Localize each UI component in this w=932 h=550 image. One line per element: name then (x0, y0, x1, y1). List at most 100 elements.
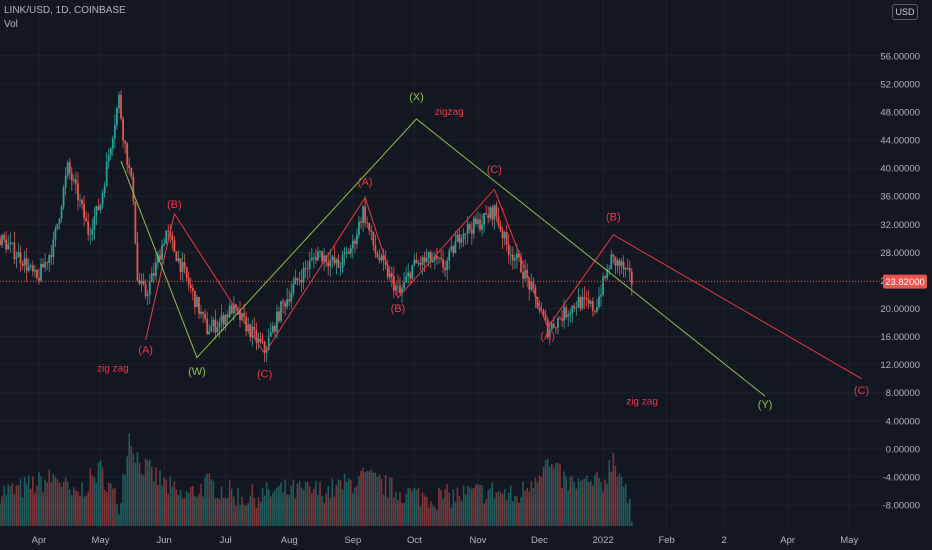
candle-body (337, 259, 340, 268)
volume-indicator-label[interactable]: Vol (4, 19, 18, 30)
candle-body (54, 229, 57, 240)
volume-bar (567, 490, 570, 527)
volume-bar (440, 490, 442, 527)
time-tick-label: 2022 (593, 535, 614, 546)
candle-body (606, 269, 609, 279)
candle-body (312, 257, 315, 259)
volume-bar (274, 490, 276, 527)
volume-bar (222, 497, 225, 527)
currency-button[interactable]: USD (892, 4, 918, 20)
candle-body (0, 238, 1, 246)
price-tick-label: 32.00000 (880, 220, 920, 231)
time-tick-label: Feb (658, 535, 674, 546)
candle-body (91, 229, 94, 234)
volume-bar (253, 498, 256, 527)
price-tick-label: 12.00000 (880, 360, 920, 371)
candle-body (1, 234, 3, 246)
candle-body (171, 235, 174, 241)
candle-body (372, 231, 375, 246)
symbol-title[interactable]: LINK/USD, 1D, COINBASE (4, 5, 126, 16)
volume-bar (485, 499, 487, 527)
candle-body (565, 307, 568, 318)
candle-body (278, 311, 280, 321)
volume-bar (403, 502, 405, 527)
volume-bar (470, 488, 473, 527)
volume-bar (91, 475, 94, 527)
volume-bar (450, 507, 453, 527)
volume-bar (263, 495, 266, 527)
volume-bar (501, 493, 504, 527)
volume-bar (267, 489, 270, 527)
volume-bar (296, 483, 299, 527)
volume-bar (101, 467, 104, 527)
candle-body (288, 299, 291, 302)
volume-bar (571, 476, 574, 527)
candle-body (497, 216, 500, 226)
volume-bar (618, 473, 621, 527)
volume-bar (54, 477, 57, 527)
time-tick-label: Sep (344, 535, 361, 546)
candle-body (600, 295, 602, 297)
volume-bar (331, 478, 334, 527)
volume-bar (589, 480, 592, 527)
volume-bar (446, 484, 448, 527)
wave-note: zigzag (435, 107, 464, 118)
candle-body (413, 259, 416, 265)
candle-body (583, 296, 586, 299)
volume-bar (622, 487, 625, 527)
candle-body (366, 222, 369, 224)
candle-body (421, 257, 424, 265)
candle-body (602, 276, 604, 296)
time-tick-label: 2 (721, 535, 726, 546)
time-axis[interactable]: Apr May Jun Jul Aug Sep Oct Nov Dec 2022 Feb 2 Apr Ma… (32, 535, 859, 546)
volume-bar (462, 485, 465, 527)
volume-bar (304, 481, 307, 527)
price-axis[interactable]: 56.00000 52.00000 48.00000 44.00000 40.00000… (880, 51, 920, 511)
volume-bar (557, 462, 559, 527)
candle-body (444, 267, 447, 270)
volume-bar (354, 487, 356, 527)
volume-bar (313, 488, 315, 527)
candle-body (218, 322, 221, 328)
candle-body (321, 251, 323, 262)
candle-body (431, 260, 434, 262)
volume-bar (454, 501, 457, 527)
volume-bar (50, 482, 53, 527)
candle-body (263, 341, 266, 353)
volume-bar (397, 500, 399, 527)
candle-body (302, 267, 305, 283)
candle-body (3, 234, 6, 240)
candle-body (376, 253, 379, 258)
volume-bar (360, 470, 362, 527)
volume-bar (85, 495, 87, 527)
volume-bar (329, 498, 332, 527)
candle-body (230, 305, 233, 314)
candle-body (152, 273, 155, 276)
candle-body (538, 308, 541, 311)
candle-body (50, 255, 53, 258)
candle-body (202, 311, 204, 315)
candle-body (136, 242, 139, 281)
candle-body (224, 314, 227, 325)
candle-body (214, 319, 217, 333)
volume-bar (218, 498, 221, 527)
candle-body (185, 267, 188, 278)
volume-bar (620, 476, 623, 527)
candle-body (208, 331, 211, 335)
candle-body (99, 204, 102, 210)
volume-bar (592, 485, 594, 527)
candle-body (485, 213, 488, 215)
volume-bar (614, 465, 617, 527)
candle-body (581, 296, 584, 309)
volume-bar (409, 488, 412, 527)
candle-body (534, 287, 537, 297)
volume-bar (368, 471, 371, 527)
candle-body (589, 301, 592, 304)
volume-bar (148, 459, 151, 527)
candle-body (33, 269, 36, 272)
candle-body (130, 168, 133, 177)
candle-body (458, 234, 461, 243)
candle-body (319, 251, 321, 252)
candle-body (306, 268, 309, 270)
